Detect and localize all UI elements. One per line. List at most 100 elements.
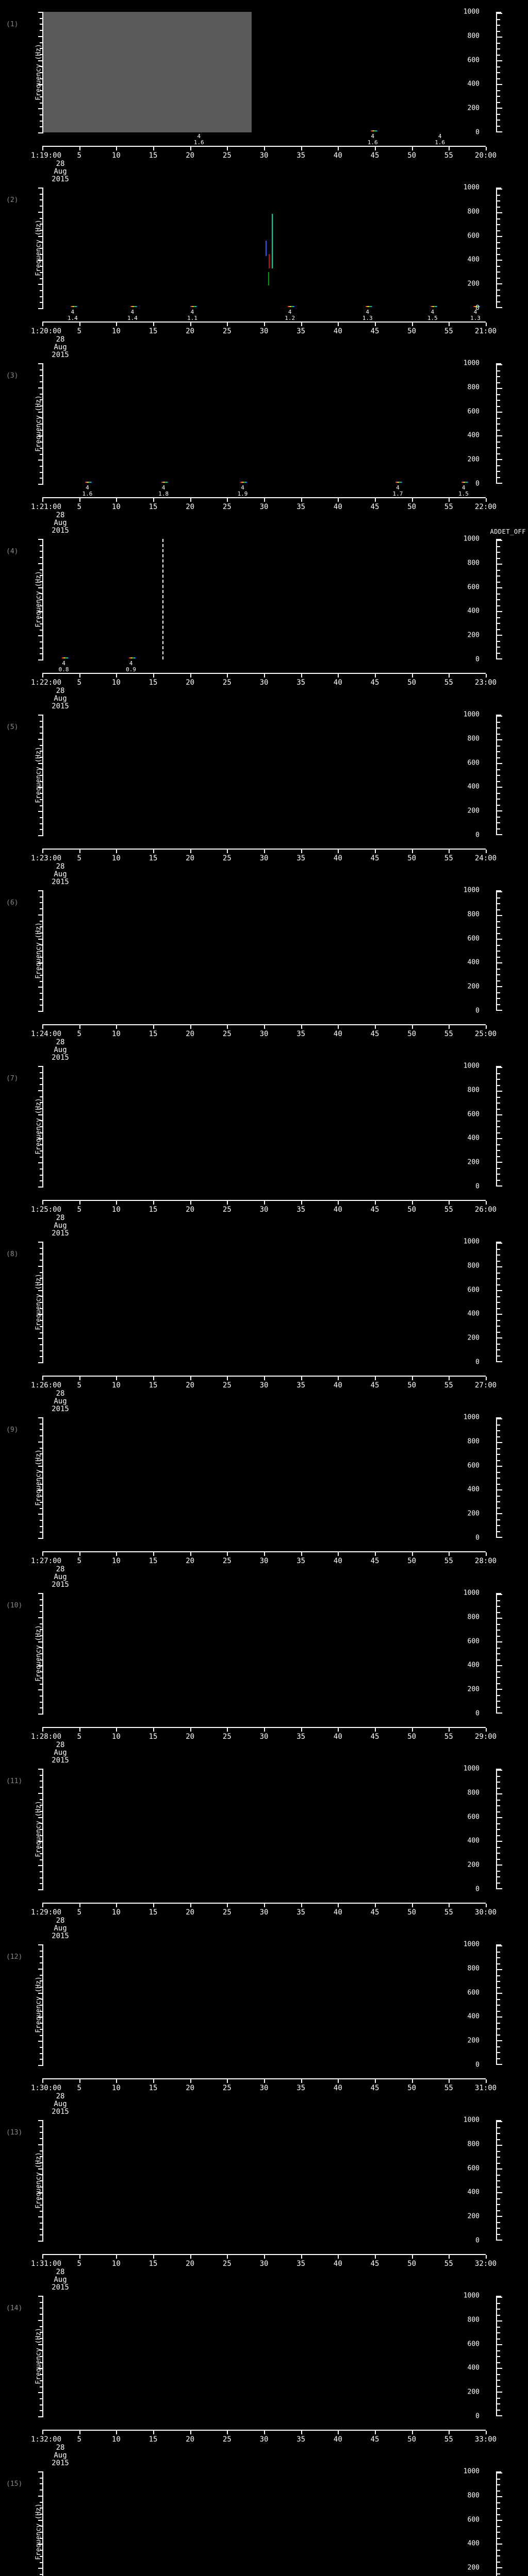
plot-canvas [43, 1593, 486, 1714]
x-axis-date: 28 Aug 2015 [42, 2268, 78, 2292]
y-tick-major [38, 1514, 43, 1515]
panel-number: (3) [6, 372, 19, 380]
colorbar-tick [497, 2040, 502, 2041]
y-tick-minor [40, 1507, 43, 1509]
y-tick-minor [40, 2483, 43, 2485]
detection-marker-label: 4 1.3 [362, 309, 373, 321]
colorbar-tick [497, 1647, 500, 1649]
panel-9: (9) 0 200 400 600 800 1000 Frequency (Hz) 5 10 15 2… [0, 1405, 528, 1589]
date-day: 28 [56, 511, 65, 519]
y-tick-minor [40, 405, 43, 406]
y-tick-minor [40, 1260, 43, 1261]
y-tick-minor [40, 1799, 43, 1800]
y-tick-label: 400 [467, 1485, 480, 1494]
y-tick-minor [40, 302, 43, 303]
y-tick-major [38, 1441, 43, 1443]
y-tick-minor [40, 1253, 43, 1255]
x-tick [153, 1377, 154, 1380]
date-month: Aug [54, 2100, 67, 2108]
detection-marker [430, 306, 437, 307]
colorbar-tick [497, 42, 500, 44]
colorbar-tick [497, 974, 500, 975]
y-tick-minor [40, 1677, 43, 1679]
x-tick [264, 1377, 265, 1380]
y-tick-label: 1000 [463, 2292, 480, 2300]
colorbar-tick [497, 1846, 500, 1848]
y-tick-minor [40, 1998, 43, 2000]
colorbar-axis [496, 2471, 502, 2576]
x-tick [79, 2431, 80, 2434]
panel-number: (1) [6, 21, 19, 28]
colorbar-tick [497, 2046, 500, 2047]
colorbar-tick [497, 1442, 502, 1443]
y-tick-label: 400 [467, 2364, 480, 2372]
x-tick [153, 850, 154, 853]
y-tick-minor [40, 569, 43, 570]
x-tick-label: 15 [148, 1381, 158, 1389]
y-tick-minor [40, 1805, 43, 1806]
y-tick-minor [40, 2023, 43, 2024]
y-tick-minor [40, 1829, 43, 1830]
y-tick-minor [40, 471, 43, 473]
y-tick-minor [40, 1453, 43, 1455]
colorbar-tick [497, 647, 500, 648]
colorbar-tick [497, 1870, 500, 1872]
colorbar-tick [497, 2403, 500, 2404]
colorbar-tick [497, 781, 500, 782]
colorbar-tick [497, 1975, 500, 1976]
x-tick-label: 50 [407, 1030, 417, 1038]
x-axis: 5 10 15 20 25 30 35 40 45 50 55 1:19:00 20:00 28 Aug 20… [31, 146, 497, 183]
y-tick-major [38, 1792, 43, 1794]
x-tick [486, 674, 487, 677]
colorbar-tick [497, 230, 500, 231]
x-tick-label: 40 [333, 2260, 342, 2268]
x-tick-label: 45 [370, 2435, 380, 2444]
y-tick-minor [40, 126, 43, 128]
y-tick-major [38, 2120, 43, 2121]
y-tick-minor [40, 2362, 43, 2363]
colorbar-tick [497, 2350, 500, 2351]
y-tick-minor [40, 478, 43, 479]
colorbar-tick [497, 2320, 502, 2321]
colorbar-tick [497, 1671, 500, 1672]
x-tick [190, 2431, 191, 2434]
y-tick-minor [40, 720, 43, 722]
x-tick [79, 1377, 80, 1380]
detection-marker [461, 482, 468, 483]
y-tick-label: 400 [467, 607, 480, 615]
x-tick-label: 35 [296, 854, 306, 862]
y-tick-minor [40, 974, 43, 976]
y-tick-minor [40, 793, 43, 794]
y-tick-major [38, 1265, 43, 1267]
x-tick [116, 1377, 118, 1380]
y-tick-minor [40, 1247, 43, 1249]
colorbar-tick [497, 1612, 500, 1613]
date-day: 28 [56, 160, 65, 168]
x-tick-label: 55 [444, 1557, 453, 1565]
x-tick-label: 50 [407, 1908, 417, 1917]
detection-count: 4 [190, 309, 194, 315]
colorbar-tick [497, 640, 500, 642]
date-month: Aug [54, 2451, 67, 2460]
y-tick-label: 200 [467, 280, 480, 288]
x-tick-label: 15 [148, 2435, 158, 2444]
colorbar-tick [497, 388, 502, 389]
colorbar-tick [497, 1343, 500, 1345]
x-tick-label: 35 [296, 151, 306, 160]
y-tick-minor [40, 2180, 43, 2181]
y-tick-label: 600 [467, 1462, 480, 1470]
x-tick [301, 2079, 302, 2083]
colorbar-tick [497, 289, 500, 291]
x-tick [116, 323, 118, 326]
colorbar-tick [497, 1817, 502, 1818]
y-tick-minor [40, 1447, 43, 1449]
y-tick-minor [40, 1344, 43, 1345]
x-tick [338, 1904, 339, 1907]
x-tick [375, 2079, 376, 2083]
x-axis-date: 28 Aug 2015 [42, 336, 78, 359]
x-tick [338, 2431, 339, 2434]
colorbar-tick [497, 980, 500, 981]
x-tick [116, 850, 118, 853]
y-tick-minor [40, 2332, 43, 2333]
